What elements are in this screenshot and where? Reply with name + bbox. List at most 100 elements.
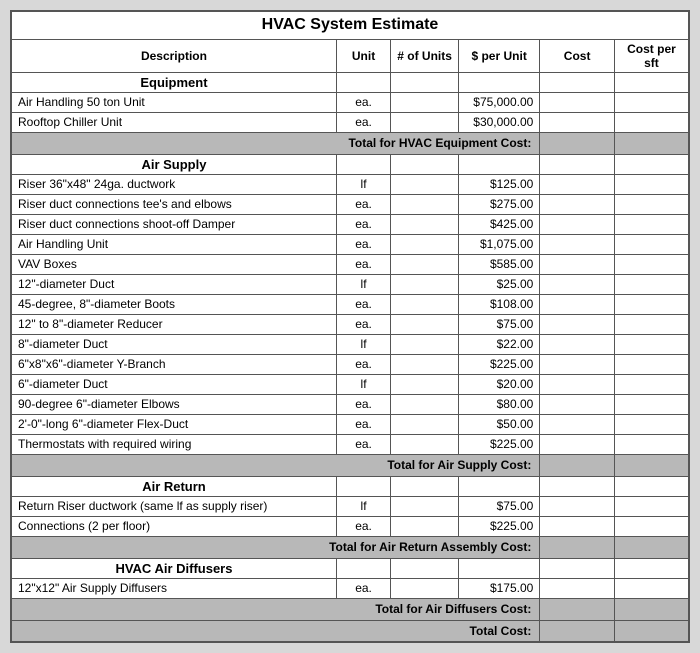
cell-description: 12" to 8"-diameter Reducer: [11, 314, 336, 334]
section-total-cost-sft: [614, 536, 689, 558]
cell-price-per-unit: $25.00: [458, 274, 539, 294]
cell-cost-per-sft: [614, 174, 689, 194]
cell-cost: [540, 214, 615, 234]
cell-num-units: [391, 578, 459, 598]
cell-unit: ea.: [336, 516, 390, 536]
cell-cost-per-sft: [614, 434, 689, 454]
cell-num-units: [391, 274, 459, 294]
cell-description: Return Riser ductwork (same lf as supply…: [11, 496, 336, 516]
section-total-row: Total for HVAC Equipment Cost:: [11, 132, 689, 154]
cell-price-per-unit: $585.00: [458, 254, 539, 274]
cell-num-units: [391, 334, 459, 354]
section-header-row: HVAC Air Diffusers: [11, 558, 689, 578]
cell-num-units: [391, 434, 459, 454]
cell-cost-per-sft: [614, 578, 689, 598]
cell-description: 90-degree 6"-diameter Elbows: [11, 394, 336, 414]
table-row: 45-degree, 8"-diameter Bootsea.$108.00: [11, 294, 689, 314]
cell-description: Rooftop Chiller Unit: [11, 112, 336, 132]
cell-num-units: [391, 294, 459, 314]
cell-unit: ea.: [336, 112, 390, 132]
cell-cost-per-sft: [614, 274, 689, 294]
table-title: HVAC System Estimate: [11, 11, 689, 39]
section-total-label: Total for Air Diffusers Cost:: [11, 598, 540, 620]
cell-cost-per-sft: [614, 414, 689, 434]
table-row: Return Riser ductwork (same lf as supply…: [11, 496, 689, 516]
table-row: 6"-diameter Ductlf$20.00: [11, 374, 689, 394]
cell-cost: [540, 496, 615, 516]
section-header-row: Equipment: [11, 72, 689, 92]
cell-price-per-unit: $1,075.00: [458, 234, 539, 254]
cell-unit: lf: [336, 496, 390, 516]
section-total-row: Total for Air Diffusers Cost:: [11, 598, 689, 620]
table-row: Riser 36"x48" 24ga. ductworklf$125.00: [11, 174, 689, 194]
cell-cost: [540, 516, 615, 536]
cell-price-per-unit: $30,000.00: [458, 112, 539, 132]
table-row: 2'-0"-long 6"-diameter Flex-Ductea. $50.0…: [11, 414, 689, 434]
cell-price-per-unit: $20.00: [458, 374, 539, 394]
cell-num-units: [391, 174, 459, 194]
cell-num-units: [391, 394, 459, 414]
cell-unit: ea.: [336, 314, 390, 334]
section-total-row: Total for Air Return Assembly Cost:: [11, 536, 689, 558]
table-row: Air Handling Unitea.$1,075.00: [11, 234, 689, 254]
cell-description: VAV Boxes: [11, 254, 336, 274]
cell-description: 12"-diameter Duct: [11, 274, 336, 294]
table-row: Thermostats with required wiringea.$225.…: [11, 434, 689, 454]
cell-cost-per-sft: [614, 374, 689, 394]
cell-num-units: [391, 234, 459, 254]
cell-cost-per-sft: [614, 334, 689, 354]
section-name: Equipment: [11, 72, 336, 92]
cell-cost: [540, 334, 615, 354]
cell-unit: ea.: [336, 578, 390, 598]
cell-cost-per-sft: [614, 314, 689, 334]
cell-cost: [540, 234, 615, 254]
cell-description: 45-degree, 8"-diameter Boots: [11, 294, 336, 314]
section-total-label: Total for Air Supply Cost:: [11, 454, 540, 476]
table-row: 8"-diameter Ductlf$22.00: [11, 334, 689, 354]
cell-description: Riser duct connections shoot-off Damper: [11, 214, 336, 234]
cell-cost: [540, 354, 615, 374]
section-header-row: Air Return: [11, 476, 689, 496]
cell-cost-per-sft: [614, 516, 689, 536]
table-row: Riser duct connections tee's and elbowse…: [11, 194, 689, 214]
cell-description: Air Handling Unit: [11, 234, 336, 254]
cell-cost: [540, 414, 615, 434]
cell-unit: ea.: [336, 92, 390, 112]
section-total-cost-sft: [614, 454, 689, 476]
cell-description: 6"-diameter Duct: [11, 374, 336, 394]
cell-num-units: [391, 92, 459, 112]
cell-unit: ea.: [336, 294, 390, 314]
cell-cost-per-sft: [614, 496, 689, 516]
cell-description: Riser duct connections tee's and elbows: [11, 194, 336, 214]
cell-unit: ea.: [336, 414, 390, 434]
cell-price-per-unit: $225.00: [458, 354, 539, 374]
table-row: 90-degree 6"-diameter Elbowsea.$80.00: [11, 394, 689, 414]
cell-cost-per-sft: [614, 234, 689, 254]
table-row: 12" to 8"-diameter Reducerea.$75.00: [11, 314, 689, 334]
cell-price-per-unit: $225.00: [458, 434, 539, 454]
cell-num-units: [391, 314, 459, 334]
cell-unit: ea.: [336, 254, 390, 274]
section-total-row: Total for Air Supply Cost:: [11, 454, 689, 476]
cell-unit: ea.: [336, 394, 390, 414]
cell-cost: [540, 92, 615, 112]
cell-cost-per-sft: [614, 214, 689, 234]
section-header-row: Air Supply: [11, 154, 689, 174]
cell-price-per-unit: $50.00: [458, 414, 539, 434]
cell-cost-per-sft: [614, 194, 689, 214]
cell-unit: ea.: [336, 434, 390, 454]
section-total-cost: [540, 598, 615, 620]
cell-cost: [540, 314, 615, 334]
cell-unit: lf: [336, 334, 390, 354]
cell-cost: [540, 174, 615, 194]
section-total-label: Total for HVAC Equipment Cost:: [11, 132, 540, 154]
cell-cost: [540, 434, 615, 454]
cell-cost-per-sft: [614, 112, 689, 132]
column-header-cost_per_sft: Cost per sft: [614, 39, 689, 72]
cell-description: 2'-0"-long 6"-diameter Flex-Duct: [11, 414, 336, 434]
cell-description: 8"-diameter Duct: [11, 334, 336, 354]
cell-cost-per-sft: [614, 394, 689, 414]
table-row: Rooftop Chiller Unitea. $30,000.00: [11, 112, 689, 132]
cell-num-units: [391, 112, 459, 132]
cell-num-units: [391, 194, 459, 214]
